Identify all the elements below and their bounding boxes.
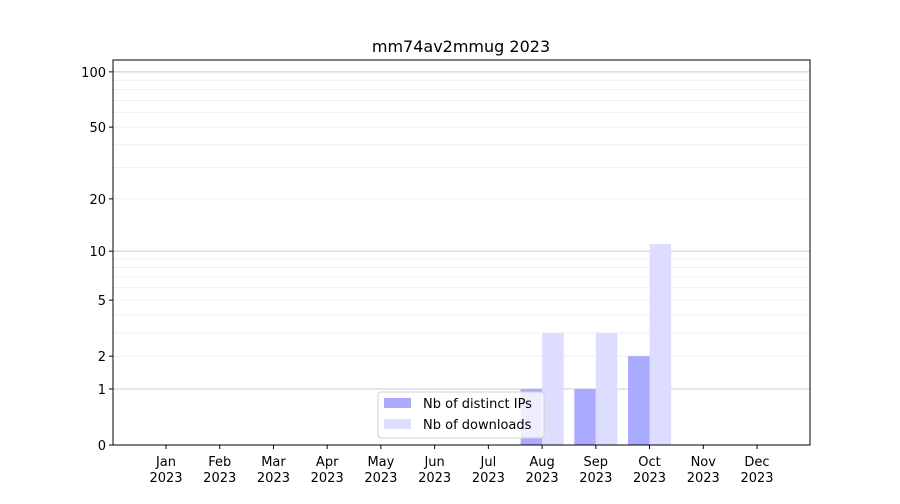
x-tick-label: Mar 2023 xyxy=(257,455,290,486)
legend-swatch xyxy=(384,419,411,429)
x-tick-label: May 2023 xyxy=(364,455,397,486)
y-tick-label: 1 xyxy=(98,383,106,398)
bar-distinct-ips xyxy=(628,356,650,445)
x-tick-label: Dec 2023 xyxy=(740,455,773,486)
y-tick-label: 20 xyxy=(89,193,106,208)
x-tick-label: Feb 2023 xyxy=(203,455,236,486)
chart-title: mm74av2mmug 2023 xyxy=(372,37,550,56)
y-tick-label: 0 xyxy=(98,439,106,454)
bar-downloads xyxy=(542,332,564,445)
x-tick-label: Jun 2023 xyxy=(418,455,451,486)
bar-distinct-ips xyxy=(574,388,596,445)
plot-frame xyxy=(112,59,811,446)
x-tick-label: Oct 2023 xyxy=(633,455,666,486)
legend: Nb of distinct IPs Nb of downloads xyxy=(377,391,545,439)
bar-downloads xyxy=(595,332,618,445)
x-tick-label: Apr 2023 xyxy=(311,455,344,486)
legend-label: Nb of downloads xyxy=(423,418,532,433)
x-tick-label: Jan 2023 xyxy=(149,455,182,486)
y-tick-label: 50 xyxy=(89,121,106,136)
legend-swatch xyxy=(384,398,411,408)
legend-label: Nb of distinct IPs xyxy=(423,397,532,412)
y-tick-label: 5 xyxy=(98,294,106,309)
y-tick-label: 100 xyxy=(81,66,106,81)
x-tick-label: Aug 2023 xyxy=(526,455,559,486)
x-tick-label: Jul 2023 xyxy=(472,455,505,486)
y-tick-label: 10 xyxy=(89,245,106,260)
x-tick-label: Sep 2023 xyxy=(579,455,612,486)
bar-downloads xyxy=(649,244,672,445)
x-tick-label: Nov 2023 xyxy=(687,455,720,486)
y-tick-label: 2 xyxy=(98,350,106,365)
legend-box xyxy=(377,391,545,439)
